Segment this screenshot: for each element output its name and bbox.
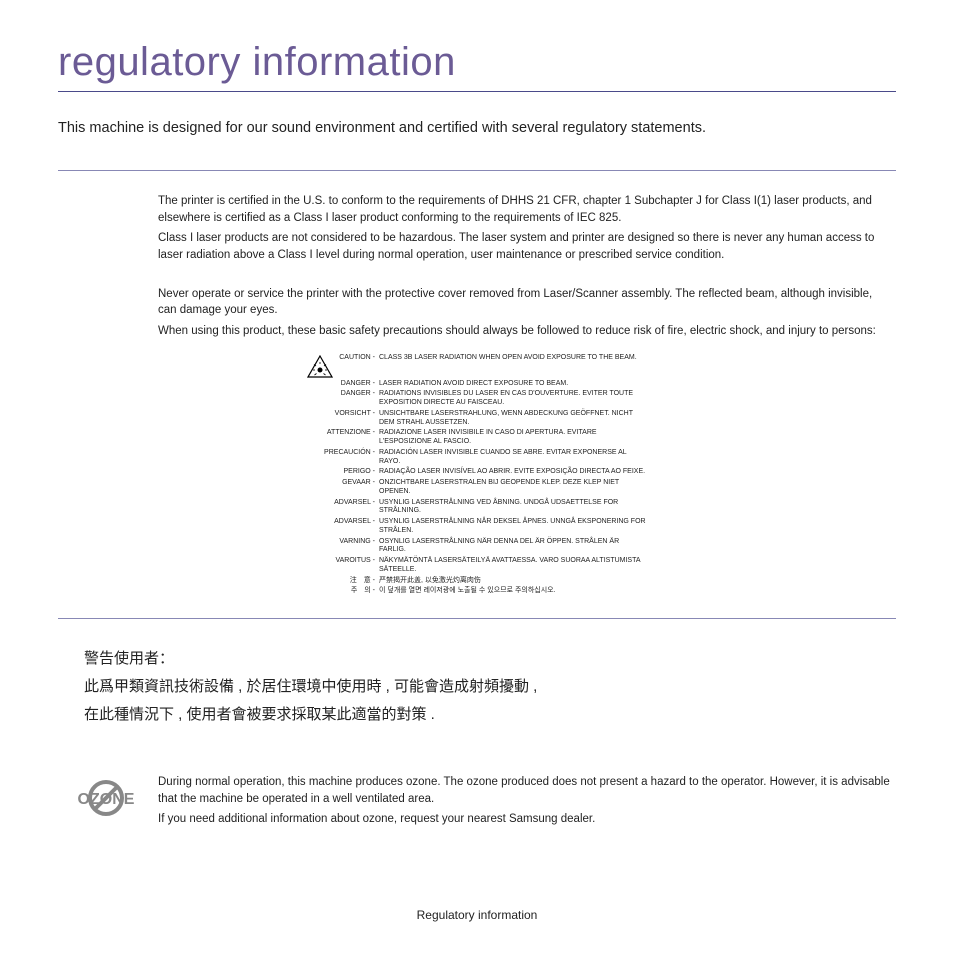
chinese-l1: 警告使用者： [84, 645, 896, 673]
label-right-13: 이 덮개를 열면 레이저광에 노출될 수 있으므로 주의하십시오. [379, 587, 647, 596]
label-left-2: DANGER - [307, 390, 379, 408]
intro-text: This machine is designed for our sound e… [58, 120, 896, 136]
label-left-1: DANGER - [307, 380, 379, 389]
label-left-4: ATTENZIONE - [307, 429, 379, 447]
label-right-2: RADIATIONS INVISIBLES DU LASER EN CAS D'… [379, 390, 647, 408]
label-right-6: RADIAÇÃO LASER INVISÍVEL AO ABRIR. EVITE… [379, 468, 647, 477]
ozone-icon: OZONE [76, 776, 136, 820]
label-right-0: CLASS 3B LASER RADIATION WHEN OPEN AVOID… [379, 354, 647, 378]
label-left-8: ADVARSEL - [307, 499, 379, 517]
ozone-text: During normal operation, this machine pr… [158, 774, 896, 830]
label-right-12: 严禁揭开此盖, 以免激光灼离肉伤 [379, 577, 647, 586]
label-right-3: UNSICHTBARE LASERSTRAHLUNG, WENN ABDECKU… [379, 410, 647, 428]
laser-warning-label: CAUTION - CLASS 3B LASER RADIATION WHEN … [307, 354, 647, 597]
label-left-12: 注 意 - [307, 577, 379, 586]
label-right-5: RADIACIÓN LASER INVISIBLE CUANDO SE ABRE… [379, 449, 647, 467]
label-right-9: USYNLIG LASERSTRÅLNING NÅR DEKSEL ÅPNES.… [379, 518, 647, 536]
label-left-13: 주 의 - [307, 587, 379, 596]
warn-p2: When using this product, these basic saf… [158, 323, 892, 340]
label-right-1: LASER RADIATION AVOID DIRECT EXPOSURE TO… [379, 380, 647, 389]
divider-2 [58, 618, 896, 619]
label-left-10: VARNING - [307, 538, 379, 556]
page-title: regulatory information [58, 40, 896, 92]
warn-p1: Never operate or service the printer wit… [158, 286, 892, 319]
label-left-5: PRECAUCIÓN - [307, 449, 379, 467]
label-left-0: CAUTION - [339, 354, 375, 361]
divider-1 [58, 170, 896, 171]
chinese-warning: 警告使用者： 此爲甲類資訊技術設備 , 於居住環境中使用時 , 可能會造成射頻擾… [58, 645, 896, 728]
label-right-7: ONZICHTBARE LASERSTRALEN BIJ GEOPENDE KL… [379, 479, 647, 497]
ozone-p2: If you need additional information about… [158, 811, 896, 828]
chinese-l2: 此爲甲類資訊技術設備 , 於居住環境中使用時 , 可能會造成射頻擾動 , [84, 673, 896, 701]
cert-p1: The printer is certified in the U.S. to … [158, 193, 892, 226]
label-left-11: VAROITUS - [307, 557, 379, 575]
label-right-11: NÄKYMÄTÖNTÄ LASERSÄTEILYÄ AVATTAESSA. VA… [379, 557, 647, 575]
laser-caution-icon [307, 355, 333, 378]
certification-block: The printer is certified in the U.S. to … [58, 193, 896, 340]
label-left-9: ADVARSEL - [307, 518, 379, 536]
chinese-l3: 在此種情況下 , 使用者會被要求採取某此適當的對策 . [84, 701, 896, 729]
label-left-6: PERIGO - [307, 468, 379, 477]
label-right-4: RADIAZIONE LASER INVISIBILE IN CASO DI A… [379, 429, 647, 447]
label-right-8: USYNLIG LASERSTRÅLNING VED ÅBNING. UNDGÅ… [379, 499, 647, 517]
label-left-3: VORSICHT - [307, 410, 379, 428]
label-left-7: GEVAAR - [307, 479, 379, 497]
page-footer: Regulatory information [0, 908, 954, 922]
cert-p2: Class I laser products are not considere… [158, 230, 892, 263]
ozone-section: OZONE During normal operation, this mach… [58, 774, 896, 830]
label-right-10: OSYNLIG LASERSTRÅLNING NÄR DENNA DEL ÄR … [379, 538, 647, 556]
ozone-p1: During normal operation, this machine pr… [158, 774, 896, 807]
